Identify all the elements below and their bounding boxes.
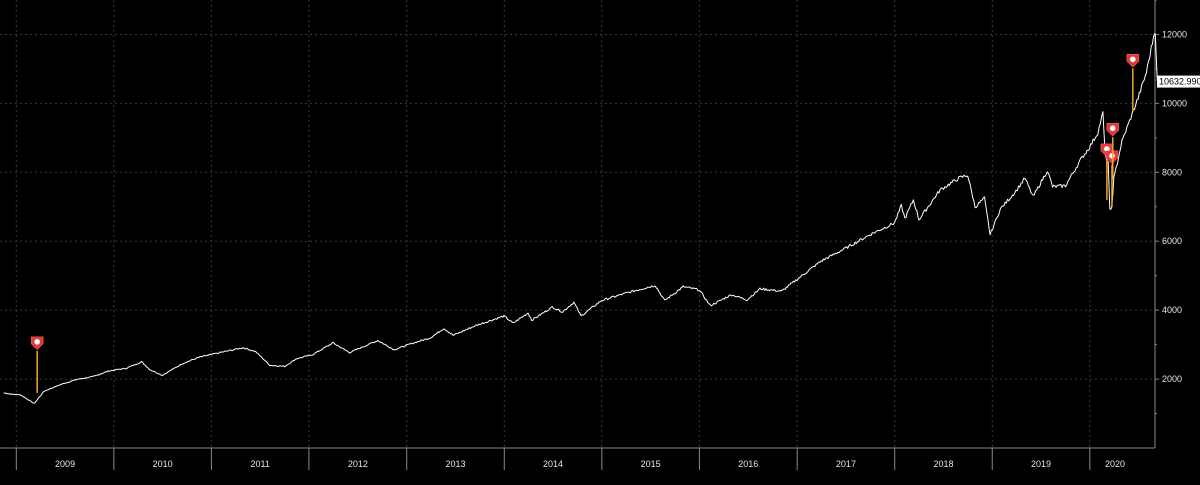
- labels: 2000 4000 6000 8000 10000 12000 2009 2010 2011 20…: [55, 29, 1200, 469]
- x-tick-label: 2016: [738, 459, 758, 469]
- x-tick-label: 2013: [445, 459, 465, 469]
- x-tick-label: 2012: [348, 459, 368, 469]
- x-tick-label: 2011: [250, 459, 269, 469]
- event-marker-dot: [1104, 146, 1110, 152]
- event-marker[interactable]: [1126, 54, 1140, 111]
- y-tick-label: 4000: [1162, 305, 1182, 315]
- series-line-0: [3, 33, 1158, 404]
- event-marker-dot: [34, 339, 40, 345]
- event-marker[interactable]: [1105, 150, 1119, 207]
- series-layer: [3, 33, 1158, 404]
- event-marker-dot: [1130, 56, 1136, 63]
- y-tick-label: 10000: [1162, 98, 1187, 108]
- x-tick-label: 2020: [1105, 459, 1125, 469]
- last-value-label: 10632.990: [1159, 77, 1200, 87]
- y-tick-label: 6000: [1162, 236, 1182, 246]
- event-marker[interactable]: [1106, 122, 1120, 180]
- y-tick-label: 8000: [1162, 167, 1182, 177]
- x-tick-label: 2015: [641, 459, 661, 469]
- last-value-tag: 10632.990: [1157, 75, 1200, 88]
- axes: [0, 0, 1159, 470]
- last-value-tag-bg: [1157, 75, 1200, 88]
- event-marker-dot: [1109, 125, 1116, 131]
- event-marker[interactable]: [30, 336, 44, 393]
- grid: [0, 0, 1155, 448]
- y-tick-label: 12000: [1162, 29, 1187, 39]
- x-tick-label: 2019: [1031, 459, 1051, 469]
- y-tick-label: 2000: [1162, 374, 1182, 384]
- x-tick-label: 2010: [153, 459, 173, 469]
- x-tick-label: 2017: [836, 459, 856, 469]
- x-tick-label: 2014: [543, 459, 563, 469]
- event-marker-dot: [1109, 152, 1115, 159]
- x-tick-label: 2018: [933, 459, 953, 469]
- x-tick-label: 2009: [55, 459, 75, 469]
- event-markers: [30, 54, 1140, 393]
